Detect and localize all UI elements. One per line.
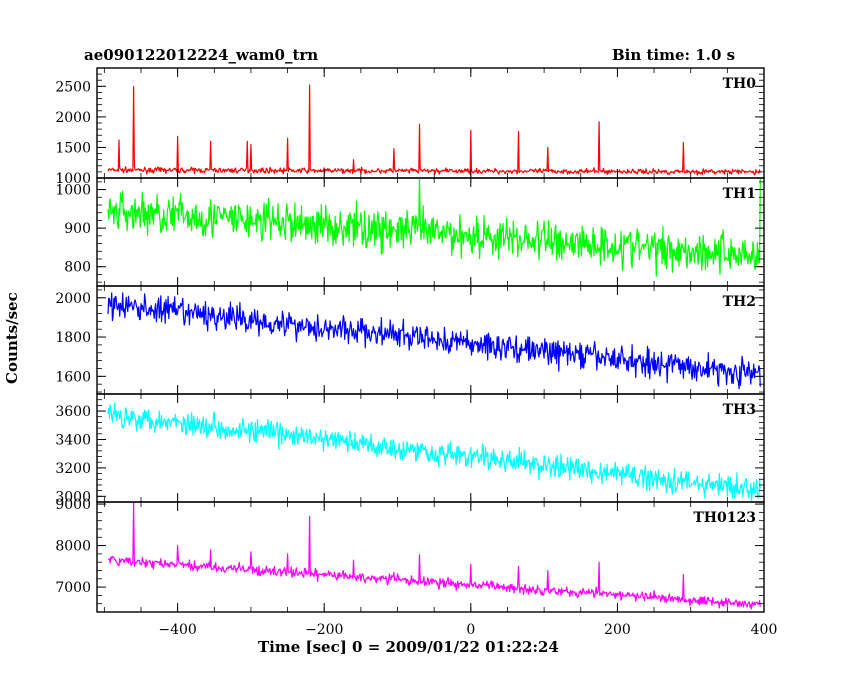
series-line-th0123	[108, 501, 761, 610]
x-tick-label: 200	[604, 622, 631, 638]
x-axis-label: Time [sec] 0 = 2009/01/22 01:22:24	[258, 638, 559, 656]
y-tick-label: 3000	[55, 489, 91, 505]
y-tick-label: 1600	[55, 369, 91, 385]
y-tick-label: 800	[64, 260, 91, 276]
series-line-th1	[107, 177, 761, 277]
y-tick-label: 1000	[55, 183, 91, 199]
series-line-th2	[107, 292, 761, 390]
series-line-th0	[107, 84, 761, 176]
x-tick-label: −400	[158, 622, 196, 638]
y-tick-label: 8000	[55, 539, 91, 555]
y-tick-label: 3600	[55, 404, 91, 420]
y-tick-label: 900	[64, 221, 91, 237]
y-tick-label: 3200	[55, 461, 91, 477]
x-tick-label: 0	[466, 622, 475, 638]
panel-label-th3: TH3	[723, 402, 756, 418]
panel-frame-th0123	[96, 501, 765, 613]
panel-label-th0123: TH0123	[693, 510, 756, 526]
x-tick-label: 400	[751, 622, 778, 638]
y-tick-label: 1800	[55, 330, 91, 346]
y-tick-label: 1000	[55, 171, 91, 187]
y-tick-label: 7000	[55, 580, 91, 596]
panel-frame-th3	[96, 393, 765, 503]
panel-label-th2: TH2	[723, 294, 756, 310]
y-tick-label: 2000	[55, 291, 91, 307]
y-tick-label: 1500	[55, 140, 91, 156]
y-tick-label: 9000	[55, 497, 91, 513]
panel-frame-th0	[96, 67, 765, 179]
figure-title: ae090122012224_wam0_trn	[84, 46, 319, 64]
bin-time-label: Bin time: 1.0 s	[612, 46, 736, 64]
y-tick-label: 2000	[55, 110, 91, 126]
panel-label-th1: TH1	[723, 186, 756, 202]
series-line-th3	[107, 402, 761, 502]
x-tick-label: −200	[305, 622, 343, 638]
y-tick-label: 2500	[55, 79, 91, 95]
panel-label-th0: TH0	[723, 76, 757, 92]
y-tick-label: 3400	[55, 432, 91, 448]
